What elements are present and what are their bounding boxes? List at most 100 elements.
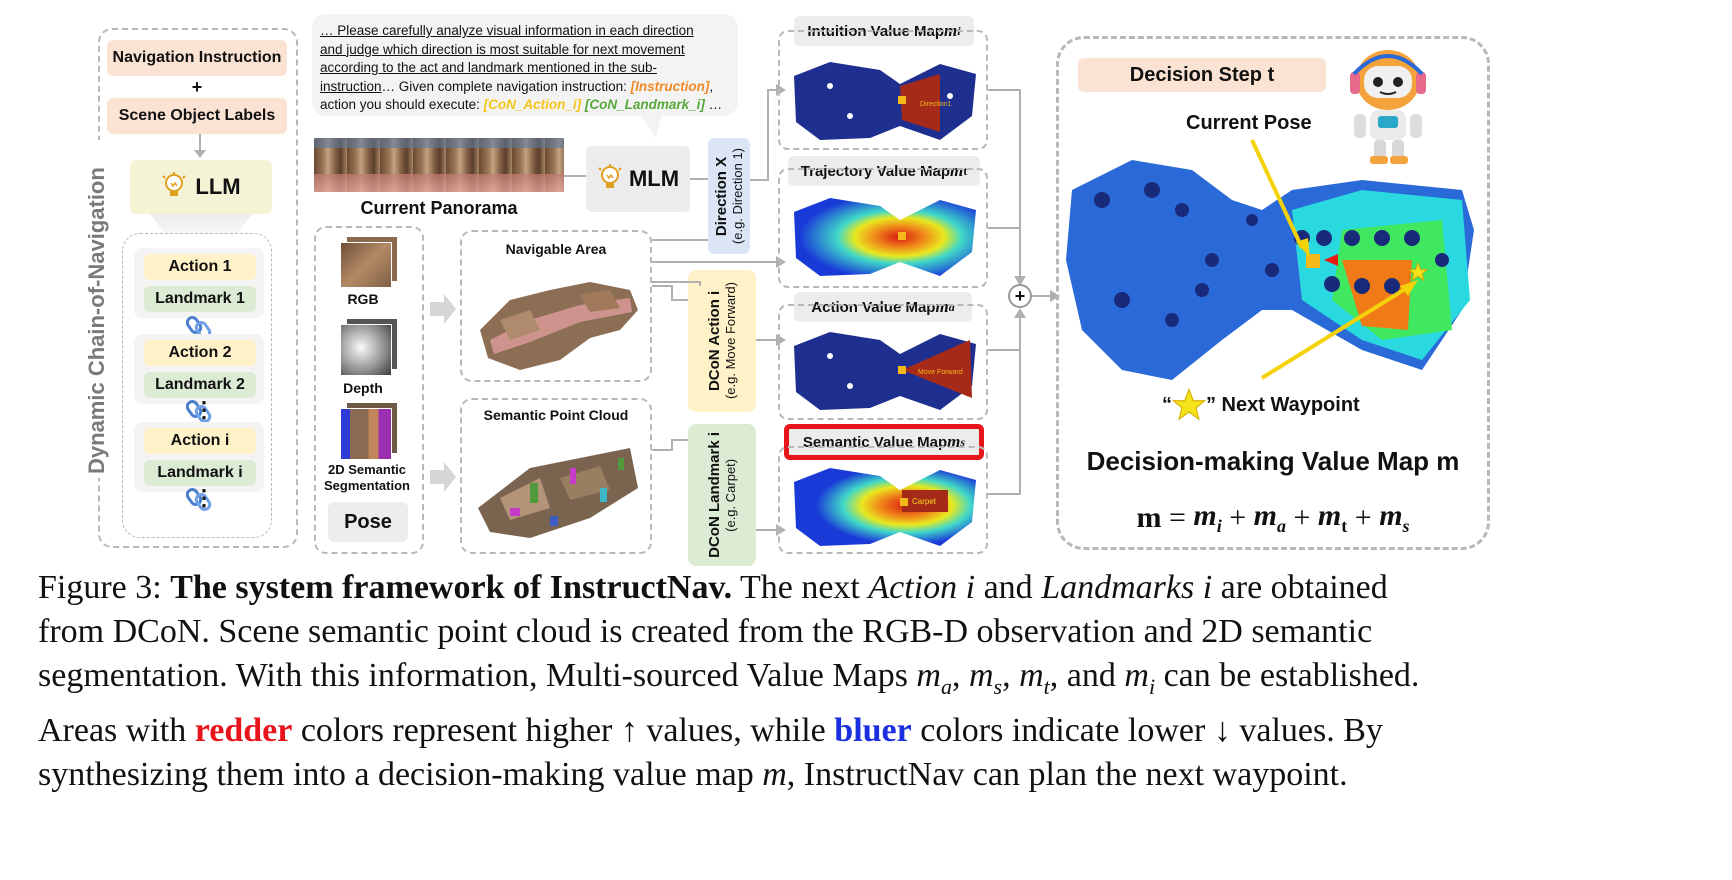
- robot-icon: [1350, 50, 1426, 164]
- observation-panel: [314, 226, 424, 554]
- rgb-label: RGB: [347, 291, 379, 307]
- caption-text: colors represent higher ↑ values, while: [292, 711, 835, 749]
- action-tag: [CoN_Action_i]: [483, 97, 582, 112]
- formula-equals: =: [1161, 501, 1194, 534]
- formula-plus-1: +: [1221, 501, 1254, 534]
- direction-x-box: Direction X (e.g. Direction 1): [708, 138, 750, 254]
- arrow-to-navigable: [430, 294, 456, 324]
- caption-text: Areas with: [38, 711, 195, 749]
- waypoint-open-quote: “: [1162, 393, 1172, 416]
- decision-panel: [1056, 36, 1490, 550]
- prompt-line-3: according to the act and landmark mentio…: [320, 60, 657, 75]
- current-panorama-label: Current Panorama: [360, 197, 518, 218]
- landmark-2-box: Landmark 2: [144, 372, 256, 398]
- trajectory-map-panel: [778, 168, 988, 288]
- chain-list-panel: [122, 233, 272, 538]
- formula-m: m: [1136, 501, 1162, 534]
- formula-mt: m: [1317, 499, 1342, 532]
- formula-ma: m: [1253, 499, 1277, 532]
- semantic-region-label: Carpet: [912, 497, 937, 506]
- semantic-point-cloud-image: [478, 448, 638, 538]
- caption-fig-number: Figure 3:: [38, 569, 171, 606]
- current-pose-label: Current Pose: [1186, 112, 1312, 134]
- segmentation-image: [340, 402, 398, 460]
- action-2-box: Action 2: [144, 340, 256, 366]
- arrow-labels-to-llm: [194, 134, 206, 158]
- caption-action-i: Action i: [868, 569, 976, 606]
- llm-label: LLM: [195, 174, 241, 199]
- llm-box: LLM: [130, 160, 272, 214]
- trajectory-map-title: Trajectory Value Map: [800, 162, 950, 180]
- navigable-area-panel: [460, 230, 652, 382]
- arrow-panorama-to-mlm: [564, 175, 588, 177]
- action-1-box: Action 1: [144, 254, 256, 280]
- caption-text: ,: [951, 657, 969, 694]
- caption-line-5: synthesizing them into a decision-making…: [38, 753, 1718, 797]
- decision-step-box: Decision Step t: [1078, 58, 1326, 92]
- segmentation-label: 2D Semantic Segmentation: [324, 462, 410, 493]
- prompt-bubble: … Please carefully analyze visual inform…: [312, 14, 738, 116]
- caption-text: synthesizing them into a decision-making…: [38, 755, 763, 793]
- prompt-line-2: and judge which direction is most suitab…: [320, 41, 685, 57]
- action-value-map: Move Forward: [794, 332, 976, 410]
- formula-mi-sub: i: [1216, 516, 1222, 536]
- action-map-subscript: a: [948, 299, 955, 314]
- depth-label: Depth: [343, 380, 383, 396]
- plus-sign: +: [191, 76, 203, 97]
- intuition-map-panel: [778, 30, 988, 150]
- caption-text: are obtained: [1212, 569, 1388, 606]
- chain-step-i: Action i Landmark i: [134, 422, 264, 492]
- lightbulb-icon: [162, 172, 187, 196]
- caption-math: m: [762, 755, 787, 793]
- caption-bluer: bluer: [834, 711, 912, 749]
- caption-text: The next: [732, 569, 869, 606]
- trajectory-map-subscript: t: [963, 163, 968, 178]
- arrow-mlm-to-direction: [690, 178, 710, 180]
- caption-math-sub: s: [993, 673, 1003, 699]
- formula-ma-sub: a: [1277, 516, 1286, 536]
- action-region-label: Move Forward: [918, 369, 963, 376]
- decision-map-title: Decision-making Value Map m: [1086, 445, 1460, 476]
- action-map-symbol: m: [935, 297, 949, 316]
- formula-plus-2: +: [1286, 501, 1318, 534]
- caption-math-sub: a: [940, 673, 952, 699]
- landmark-1-box: Landmark 1: [144, 286, 256, 312]
- link-icon: [185, 486, 212, 517]
- action-map-title: Action Value Map: [811, 298, 936, 316]
- caption-math-sub: i: [1148, 673, 1156, 699]
- figure-caption: Figure 3: The system framework of Instru…: [38, 566, 1718, 797]
- semantic-map-panel: [778, 446, 988, 554]
- prompt-instruction-word: instruction: [320, 78, 382, 94]
- caption-landmarks-i: Landmarks i: [1041, 569, 1213, 606]
- caption-math-sub: t: [1043, 673, 1050, 699]
- caption-redder: redder: [194, 711, 293, 749]
- intuition-value-map: Direction1: [794, 62, 976, 140]
- caption-text: , and: [1049, 657, 1125, 694]
- prompt-line-4-text: … Given complete navigation instruction:: [381, 78, 631, 94]
- action-map-panel: [778, 304, 988, 420]
- formula-plus-3: +: [1347, 501, 1380, 534]
- formula-mi: m: [1193, 499, 1217, 532]
- prompt-line-4: instruction… Given complete navigation i…: [320, 78, 714, 94]
- caption-text: , InstructNav can plan the next waypoint…: [786, 755, 1348, 793]
- caption-text: ,: [1002, 657, 1020, 694]
- dcon-action-box: DCoN Action i (e.g. Move Forward): [688, 270, 756, 412]
- prompt-line-5-text: action you should execute:: [320, 97, 484, 112]
- ellipsis-dots: ⋮: [193, 397, 215, 422]
- depth-image: [340, 318, 398, 376]
- caption-line-3: segmentation. With this information, Mul…: [38, 654, 1718, 709]
- navigable-area-label: Navigable Area: [505, 241, 607, 257]
- instruction-tag: [Instruction]: [630, 78, 710, 94]
- caption-text: and: [975, 569, 1042, 606]
- caption-title: The system framework of InstructNav.: [170, 569, 733, 606]
- prompt-ellipsis: …: [704, 97, 723, 112]
- next-waypoint-label: “ ” Next Waypoint: [1162, 388, 1360, 422]
- lightbulb-icon: [598, 164, 622, 188]
- llm-output-funnel: [150, 214, 252, 234]
- landmark-i-box: Landmark i: [144, 460, 256, 486]
- caption-line-1: Figure 3: The system framework of Instru…: [38, 566, 1718, 610]
- formula-mt-sub: t: [1341, 516, 1348, 536]
